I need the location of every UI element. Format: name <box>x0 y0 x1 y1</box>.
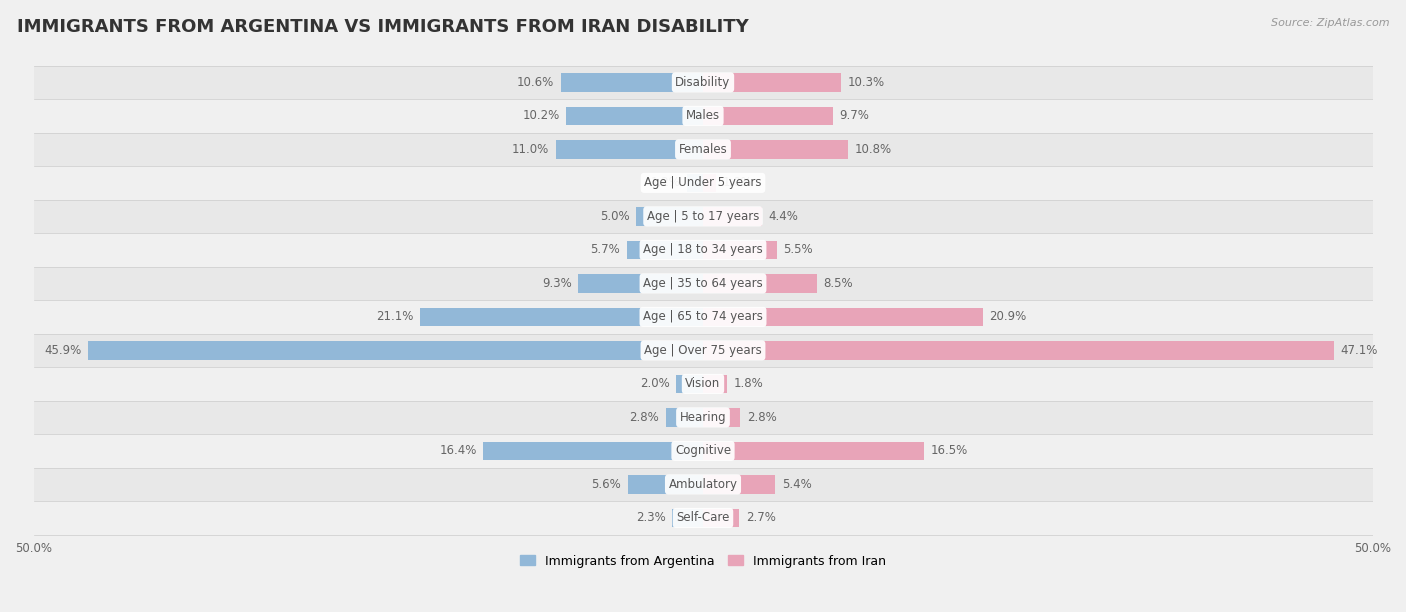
Text: Source: ZipAtlas.com: Source: ZipAtlas.com <box>1271 18 1389 28</box>
Text: Age | Under 5 years: Age | Under 5 years <box>644 176 762 189</box>
Bar <box>578 274 703 293</box>
Bar <box>703 308 983 326</box>
Text: Age | 5 to 17 years: Age | 5 to 17 years <box>647 210 759 223</box>
Bar <box>676 375 703 393</box>
Text: 11.0%: 11.0% <box>512 143 548 156</box>
Text: Age | 35 to 64 years: Age | 35 to 64 years <box>643 277 763 290</box>
Bar <box>703 442 924 460</box>
Text: Vision: Vision <box>685 378 721 390</box>
Bar <box>7 468 1399 501</box>
Bar <box>636 207 703 226</box>
Legend: Immigrants from Argentina, Immigrants from Iran: Immigrants from Argentina, Immigrants fr… <box>516 550 890 573</box>
Text: 16.4%: 16.4% <box>439 444 477 457</box>
Bar <box>628 475 703 494</box>
Text: 10.3%: 10.3% <box>848 76 884 89</box>
Bar <box>703 274 817 293</box>
Text: Self-Care: Self-Care <box>676 512 730 524</box>
Bar <box>703 341 1334 360</box>
Bar <box>703 106 832 125</box>
Bar <box>555 140 703 159</box>
Bar <box>7 300 1399 334</box>
Text: 5.4%: 5.4% <box>782 478 811 491</box>
Text: 5.5%: 5.5% <box>783 244 813 256</box>
Bar <box>7 99 1399 133</box>
Bar <box>567 106 703 125</box>
Bar <box>7 501 1399 535</box>
Bar <box>703 140 848 159</box>
Bar <box>703 207 762 226</box>
Text: 2.7%: 2.7% <box>745 512 776 524</box>
Text: 2.8%: 2.8% <box>628 411 659 424</box>
Bar <box>672 509 703 527</box>
Text: 21.1%: 21.1% <box>377 310 413 323</box>
Text: Disability: Disability <box>675 76 731 89</box>
Text: Ambulatory: Ambulatory <box>668 478 738 491</box>
Bar <box>703 174 717 192</box>
Text: 47.1%: 47.1% <box>1340 344 1378 357</box>
Bar <box>484 442 703 460</box>
Text: Age | 65 to 74 years: Age | 65 to 74 years <box>643 310 763 323</box>
Bar <box>703 475 775 494</box>
Text: 1.2%: 1.2% <box>651 176 681 189</box>
Text: 2.0%: 2.0% <box>640 378 669 390</box>
Bar <box>703 509 740 527</box>
Text: 10.8%: 10.8% <box>855 143 891 156</box>
Text: 5.6%: 5.6% <box>592 478 621 491</box>
Text: 20.9%: 20.9% <box>990 310 1026 323</box>
Bar <box>7 200 1399 233</box>
Bar <box>7 334 1399 367</box>
Text: Cognitive: Cognitive <box>675 444 731 457</box>
Text: 5.7%: 5.7% <box>591 244 620 256</box>
Text: 1.8%: 1.8% <box>734 378 763 390</box>
Bar <box>7 166 1399 200</box>
Bar <box>7 401 1399 434</box>
Text: Females: Females <box>679 143 727 156</box>
Bar <box>7 233 1399 267</box>
Text: 1.0%: 1.0% <box>723 176 752 189</box>
Text: 8.5%: 8.5% <box>824 277 853 290</box>
Text: 10.2%: 10.2% <box>523 110 560 122</box>
Text: IMMIGRANTS FROM ARGENTINA VS IMMIGRANTS FROM IRAN DISABILITY: IMMIGRANTS FROM ARGENTINA VS IMMIGRANTS … <box>17 18 748 36</box>
Bar <box>561 73 703 92</box>
Text: 4.4%: 4.4% <box>769 210 799 223</box>
Bar <box>7 133 1399 166</box>
Bar <box>703 408 741 427</box>
Text: 5.0%: 5.0% <box>600 210 630 223</box>
Bar <box>688 174 703 192</box>
Bar <box>7 367 1399 401</box>
Bar <box>7 65 1399 99</box>
Bar <box>7 267 1399 300</box>
Bar <box>89 341 703 360</box>
Text: 9.3%: 9.3% <box>543 277 572 290</box>
Text: Age | Over 75 years: Age | Over 75 years <box>644 344 762 357</box>
Bar <box>703 73 841 92</box>
Text: Males: Males <box>686 110 720 122</box>
Text: 45.9%: 45.9% <box>45 344 82 357</box>
Text: 9.7%: 9.7% <box>839 110 869 122</box>
Bar <box>7 434 1399 468</box>
Bar <box>420 308 703 326</box>
Text: 10.6%: 10.6% <box>517 76 554 89</box>
Bar <box>703 241 776 259</box>
Bar <box>627 241 703 259</box>
Text: 2.8%: 2.8% <box>747 411 778 424</box>
Bar <box>703 375 727 393</box>
Text: 2.3%: 2.3% <box>636 512 665 524</box>
Text: 16.5%: 16.5% <box>931 444 967 457</box>
Text: Hearing: Hearing <box>679 411 727 424</box>
Bar <box>665 408 703 427</box>
Text: Age | 18 to 34 years: Age | 18 to 34 years <box>643 244 763 256</box>
